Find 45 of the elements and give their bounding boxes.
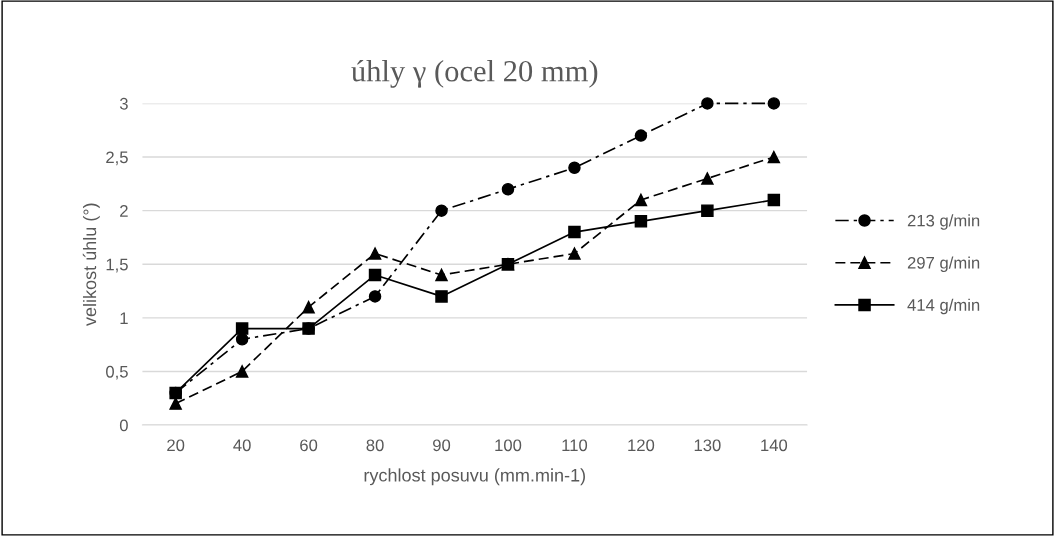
chart-title: úhly γ (ocel 20 mm) xyxy=(351,59,598,88)
point xyxy=(368,247,382,260)
x-tick-label: 130 xyxy=(694,439,721,452)
point xyxy=(701,204,714,217)
point xyxy=(767,193,781,207)
x-tick-label: 110 xyxy=(562,439,588,452)
point xyxy=(634,215,648,228)
x-tick-label: 80 xyxy=(366,439,384,452)
legend-label: 414 g/min xyxy=(907,298,980,315)
x-tick-label: 140 xyxy=(761,439,788,452)
legend-label: 297 g/min xyxy=(907,256,980,273)
x-tick-label: 90 xyxy=(433,439,451,452)
point xyxy=(435,268,448,282)
point xyxy=(634,193,648,207)
point xyxy=(368,290,382,303)
x-tick-label: 120 xyxy=(628,439,655,452)
y-tick-label: 2 xyxy=(120,205,128,217)
x-tick-label: 100 xyxy=(495,439,522,452)
point xyxy=(701,97,714,110)
point xyxy=(435,204,448,217)
point xyxy=(701,172,714,185)
point xyxy=(235,322,249,335)
legend-label: 213 g/min xyxy=(907,214,980,230)
x-tick-label: 20 xyxy=(167,439,185,452)
point xyxy=(568,225,581,239)
x-tick-label: 60 xyxy=(300,439,318,452)
y-tick-label: 2,5 xyxy=(106,151,128,166)
point xyxy=(302,300,315,314)
point xyxy=(501,182,515,196)
point xyxy=(634,129,648,142)
y-tick-label: 0 xyxy=(119,419,128,432)
point xyxy=(368,268,382,282)
point xyxy=(435,290,448,303)
y-tick-label: 0,5 xyxy=(106,365,128,380)
y-axis-title: velikost úhlu (°) xyxy=(82,203,100,326)
point xyxy=(568,247,581,260)
point xyxy=(767,97,781,110)
y-tick-label: 3 xyxy=(119,97,128,110)
point xyxy=(235,365,249,378)
point xyxy=(767,150,781,164)
y-tick-label: 1 xyxy=(120,312,128,324)
x-tick-label: 40 xyxy=(233,439,251,452)
x-axis-title: rychlost posuvu (mm.min-1) xyxy=(364,468,585,486)
point xyxy=(568,161,581,175)
y-tick-label: 1,5 xyxy=(106,258,128,273)
